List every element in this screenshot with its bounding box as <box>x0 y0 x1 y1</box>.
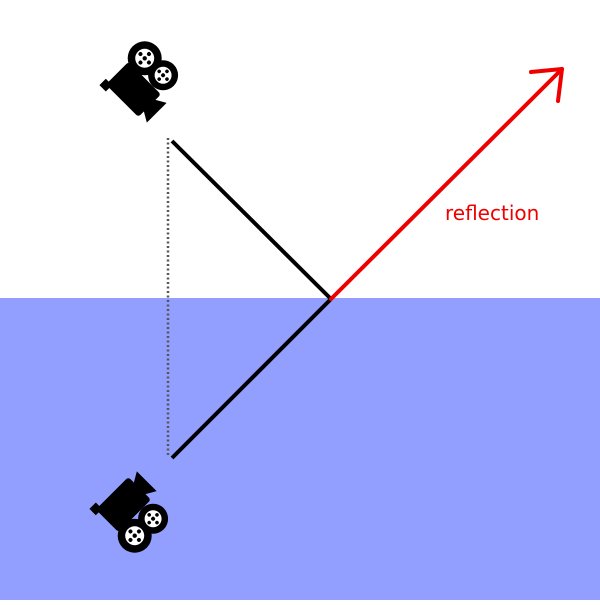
water-surface <box>0 298 600 600</box>
mirrored-ray <box>170 297 333 460</box>
reflected-ray-arrowhead <box>529 67 564 103</box>
incident-ray <box>170 139 333 301</box>
sky-region <box>0 0 600 298</box>
reflection-label: reflection <box>445 201 539 225</box>
reflected-ray <box>329 67 564 301</box>
